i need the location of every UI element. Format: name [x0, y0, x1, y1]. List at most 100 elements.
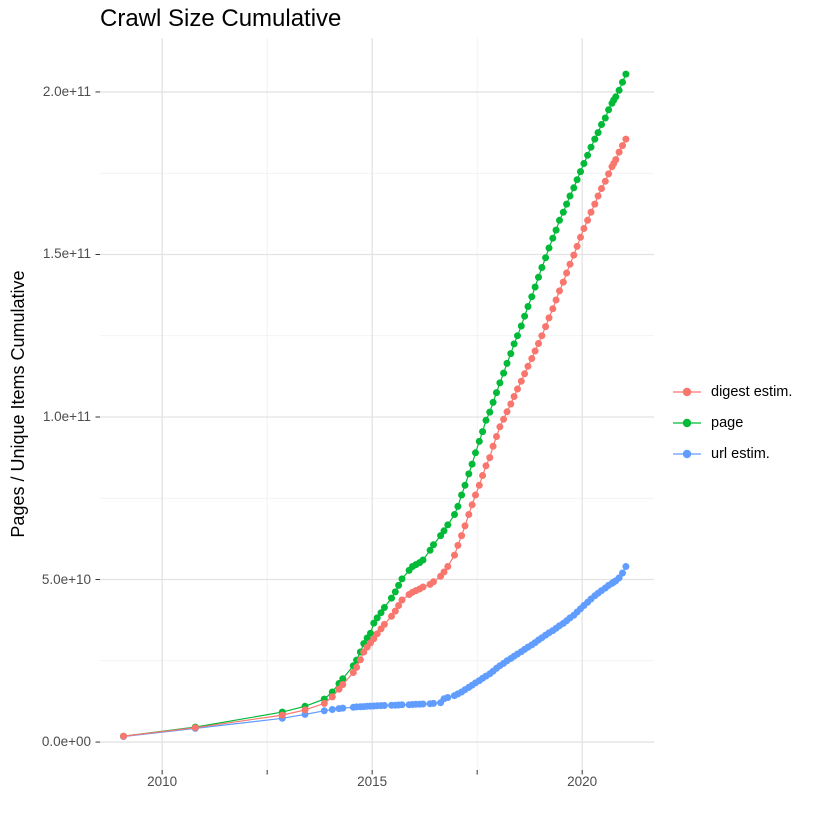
data-point-page — [391, 588, 399, 596]
data-point-digest-estim — [524, 362, 532, 370]
data-point-digest-estim — [320, 699, 328, 707]
data-point-page — [549, 234, 557, 242]
data-point-digest-estim — [612, 156, 620, 164]
data-point-digest-estim — [373, 630, 381, 638]
data-point-digest-estim — [465, 511, 473, 518]
data-point-page — [622, 70, 630, 78]
data-point-page — [514, 332, 521, 340]
data-point-page — [559, 208, 567, 216]
series-line-digest-estim — [123, 138, 627, 737]
data-point-digest-estim — [419, 583, 427, 591]
data-point-digest-estim — [605, 170, 613, 178]
data-point-page — [479, 428, 487, 436]
data-point-page — [472, 449, 479, 457]
data-point-page — [556, 216, 563, 224]
data-point-digest-estim — [598, 185, 605, 192]
data-point-digest-estim — [619, 142, 626, 150]
data-point-page — [566, 192, 574, 200]
data-point-page — [398, 575, 406, 583]
data-point-url-estim — [398, 701, 406, 709]
data-point-page — [612, 93, 620, 101]
data-point-digest-estim — [549, 305, 557, 313]
x-tick-label: 2020 — [567, 774, 598, 789]
data-point-page — [524, 303, 532, 310]
data-point-page — [542, 254, 550, 262]
data-point-page — [486, 408, 494, 416]
data-point-digest-estim — [538, 332, 546, 340]
data-point-digest-estim — [542, 323, 550, 331]
data-point-page — [521, 312, 529, 320]
data-point-page — [426, 546, 434, 554]
data-point-digest-estim — [398, 596, 406, 604]
data-point-digest-estim — [380, 620, 388, 628]
y-tick-label: 1.0e+11 — [42, 409, 91, 424]
data-point-digest-estim — [120, 732, 127, 740]
x-tick-label: 2010 — [147, 774, 178, 789]
data-point-digest-estim — [500, 415, 508, 423]
data-point-page — [594, 129, 602, 137]
data-point-digest-estim — [615, 148, 623, 156]
data-point-page — [458, 491, 466, 499]
data-point-page — [454, 502, 462, 510]
data-point-digest-estim — [559, 278, 567, 286]
y-axis-title: Pages / Unique Items Cumulative — [8, 270, 28, 538]
data-point-digest-estim — [584, 216, 592, 224]
data-point-digest-estim — [370, 635, 378, 643]
y-tick-label: 5.0e+10 — [41, 571, 91, 587]
data-point-digest-estim — [328, 693, 336, 701]
legend-item-digest-estim: digest estim. — [672, 376, 792, 407]
data-point-digest-estim — [601, 177, 609, 185]
data-point-digest-estim — [458, 532, 466, 540]
data-point-page — [552, 226, 560, 234]
data-point-digest-estim — [503, 408, 511, 416]
data-point-page — [367, 629, 374, 637]
data-point-digest-estim — [493, 433, 500, 440]
legend-label: url estim. — [711, 445, 770, 462]
data-point-page — [489, 398, 497, 406]
data-point-page — [328, 688, 336, 696]
data-point-digest-estim — [388, 612, 395, 620]
data-point-page — [507, 350, 515, 358]
data-point-digest-estim — [360, 648, 368, 656]
legend-label: digest estim. — [711, 383, 793, 400]
data-point-digest-estim — [510, 393, 518, 400]
data-point-digest-estim — [440, 568, 448, 576]
data-point-page — [503, 359, 511, 367]
data-point-digest-estim — [535, 340, 542, 347]
data-point-digest-estim — [496, 423, 504, 431]
data-point-page — [419, 556, 427, 564]
data-point-digest-estim — [580, 225, 588, 232]
data-point-digest-estim — [479, 472, 487, 479]
data-point-url-estim — [619, 569, 626, 577]
data-point-page — [573, 176, 581, 184]
data-point-page — [577, 168, 584, 176]
data-point-digest-estim — [573, 242, 581, 250]
data-point-digest-estim — [482, 462, 490, 470]
data-point-digest-estim — [475, 481, 483, 489]
legend: digest estim. page url estim. — [672, 376, 792, 469]
legend-item-url-estim: url estim. — [672, 438, 792, 469]
data-point-page — [468, 460, 476, 468]
data-point-digest-estim — [349, 669, 357, 676]
data-point-page — [615, 86, 623, 94]
data-point-page — [587, 143, 595, 151]
data-point-page — [377, 609, 385, 617]
data-point-page — [598, 121, 605, 128]
data-point-digest-estim — [430, 578, 437, 586]
legend-key-icon — [673, 418, 701, 427]
data-point-page — [493, 389, 500, 397]
y-tick-label: 1.5e+11 — [42, 246, 91, 262]
data-point-page — [535, 273, 542, 281]
data-point-digest-estim — [570, 251, 578, 259]
data-point-digest-estim — [461, 522, 469, 530]
data-point-page — [461, 481, 469, 489]
data-point-page — [465, 470, 473, 478]
data-point-url-estim — [320, 707, 328, 715]
chart-title: Crawl Size Cumulative — [100, 5, 342, 32]
data-point-page — [517, 322, 525, 330]
data-point-url-estim — [444, 694, 452, 701]
legend-label: page — [711, 414, 744, 431]
data-point-page — [584, 151, 592, 159]
data-point-url-estim — [339, 704, 347, 712]
